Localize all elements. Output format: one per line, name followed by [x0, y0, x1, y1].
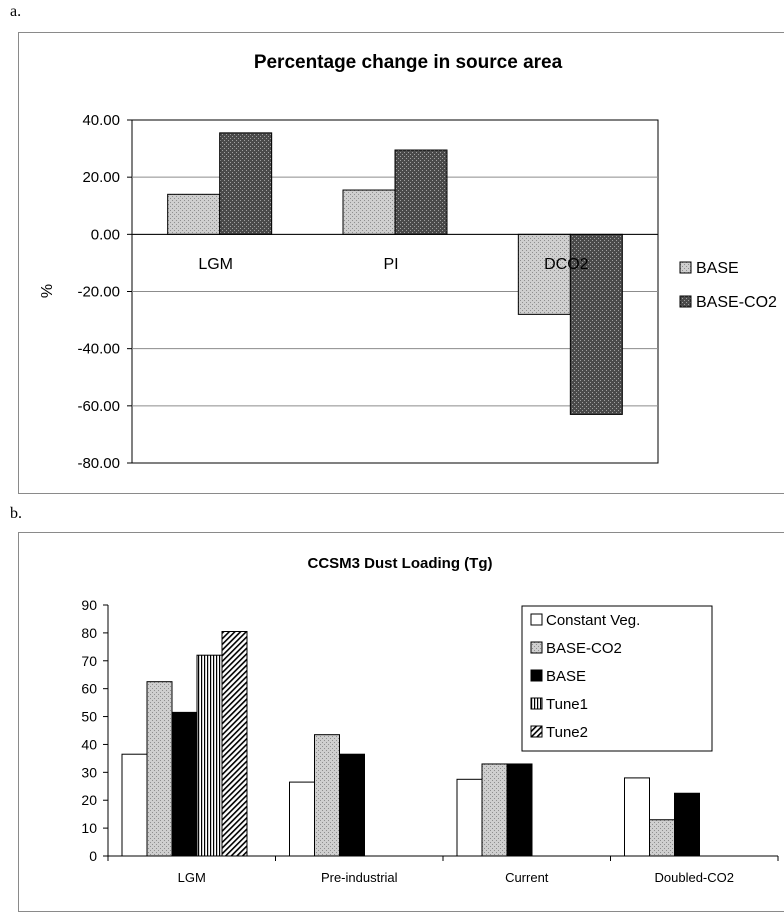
chart-b-legend-label: BASE-CO2: [546, 640, 622, 657]
chart-b-title: CCSM3 Dust Loading (Tg): [308, 555, 493, 572]
chart-b-bar-base-lgm: [171, 711, 198, 857]
chart-a-ytick-label: 40.00: [82, 112, 120, 129]
chart-b-category-label: Current: [505, 870, 549, 885]
chart-b-legend-label: Tune2: [546, 724, 588, 741]
chart-b-bar-constant-veg-lgm: [121, 753, 148, 857]
chart-b-category-label: Pre-industrial: [321, 870, 398, 885]
chart-b-bar-base-co2-pre-industrial: [314, 734, 340, 857]
panel-a-letter: a.: [10, 3, 22, 20]
chart-b-bar-base-co2-doubled-co2: [649, 819, 675, 857]
chart-b-legend-label: Constant Veg.: [546, 612, 640, 629]
chart-a-legend-label: BASE: [696, 260, 739, 277]
chart-a-bar-base-co2-pi: [394, 149, 448, 235]
chart-a-ytick-label: -60.00: [77, 398, 120, 415]
chart-a-ytick-label: -40.00: [77, 341, 120, 358]
chart-a-frame: [18, 32, 784, 494]
chart-b-ytick-label: 90: [81, 597, 97, 613]
chart-a-ytick-label: 0.00: [91, 226, 120, 243]
chart-a-title: Percentage change in source area: [254, 52, 563, 73]
chart-b-ytick-label: 0: [89, 848, 97, 864]
chart-b-ytick-label: 10: [81, 820, 97, 836]
chart-a-category-label: DCO2: [544, 256, 589, 273]
chart-b-legend-swatch-base: [530, 669, 543, 682]
chart-b-bar-constant-veg-doubled-co2: [624, 777, 650, 857]
chart-b-bar-base-doubled-co2: [674, 792, 700, 857]
chart-b-bar-base-current: [506, 763, 533, 857]
panel-b-letter: b.: [10, 505, 22, 522]
chart-a-category-label: LGM: [198, 256, 233, 273]
chart-a-ytick-label: 20.00: [82, 169, 120, 186]
chart-b-ytick-label: 60: [81, 681, 97, 697]
chart-b-bar-tune1-lgm: [196, 654, 223, 857]
chart-b-category-label: Doubled-CO2: [655, 870, 735, 885]
chart-a-category-label: PI: [383, 256, 398, 273]
chart-b-legend-swatch-tune2: [530, 725, 543, 738]
chart-b-bar-base-pre-industrial: [339, 753, 365, 857]
chart-b-ytick-label: 40: [81, 736, 97, 752]
chart-b-legend-label: Tune1: [546, 696, 588, 713]
chart-b-legend-label: BASE: [546, 668, 586, 685]
chart-a-bar-base-co2-lgm: [219, 132, 273, 235]
chart-b-ytick-label: 20: [81, 792, 97, 808]
chart-a-ytick-label: -20.00: [77, 284, 120, 301]
chart-b-bar-base-co2-current: [481, 763, 508, 857]
chart-a-legend-swatch-base: [679, 261, 692, 274]
chart-b-ytick-label: 30: [81, 764, 97, 780]
chart-b-bar-constant-veg-pre-industrial: [289, 781, 315, 857]
chart-b-ytick-label: 80: [81, 625, 97, 641]
chart-a-legend-swatch-base-co2: [679, 295, 692, 308]
chart-a-legend-label: BASE-CO2: [696, 294, 777, 311]
chart-a-bar-base-co2-dco2: [569, 233, 623, 415]
chart-b-ytick-label: 50: [81, 709, 97, 725]
chart-a-bar-base-lgm: [167, 193, 221, 235]
chart-b-bar-tune2-lgm: [221, 630, 248, 857]
chart-b-ytick-label: 70: [81, 653, 97, 669]
chart-b-bar-base-co2-lgm: [146, 681, 173, 857]
chart-b-legend: [521, 605, 713, 752]
chart-a-ylabel: %: [39, 284, 56, 298]
chart-a-ytick-label: -80.00: [77, 455, 120, 472]
chart-b-legend-swatch-tune1: [530, 697, 543, 710]
chart-b-bar-constant-veg-current: [456, 778, 483, 857]
chart-b-legend-swatch-base-co2: [530, 641, 543, 654]
chart-b-category-label: LGM: [178, 870, 206, 885]
chart-b-legend-swatch-constant-veg: [530, 613, 543, 626]
